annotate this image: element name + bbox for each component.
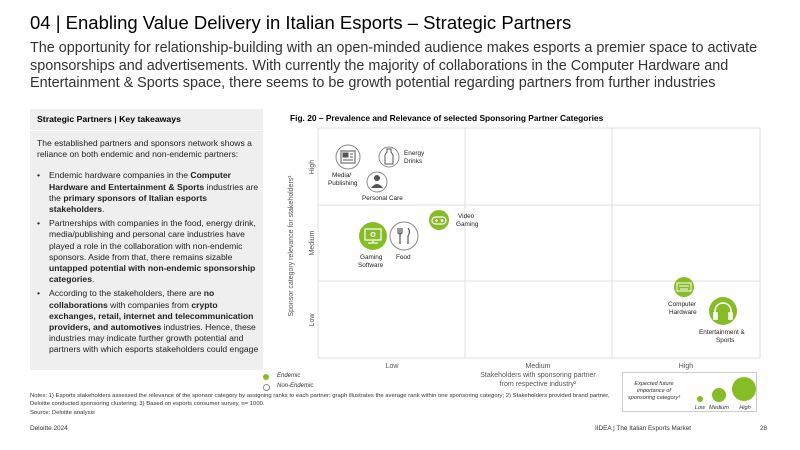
point-label: Hardware <box>669 309 697 316</box>
point-label: Energy <box>404 150 425 157</box>
point-label: Gaming <box>456 221 479 228</box>
point-label: Personal Care <box>362 195 403 202</box>
point-label: Entertainment & <box>699 329 746 336</box>
point-label: Gaming <box>360 254 383 261</box>
source-text: Source: Deloitte analysis <box>30 409 95 416</box>
keyboard-icon <box>676 282 692 292</box>
size-high-label: High <box>739 405 751 411</box>
bottle-icon <box>384 148 394 165</box>
point-energy-drinks: Energy Drinks <box>378 146 425 168</box>
point-label: Drinks <box>404 158 422 165</box>
takeaways-intro: The established partners and sponsors ne… <box>37 138 252 160</box>
takeaway-item: Partnerships with companies in the food,… <box>37 218 259 285</box>
x-tick-label: High <box>679 363 694 370</box>
point-entertainment-sports: Entertainment & Sports <box>699 297 746 344</box>
point-gaming-software: Gaming Software <box>358 222 387 269</box>
size-low-marker <box>697 396 703 402</box>
takeaways-panel: Strategic Partners | Key takeaways The e… <box>30 109 263 370</box>
takeaway-item: According to the stakeholders, there are… <box>37 288 259 355</box>
takeaways-list: Endemic hardware companies in the Comput… <box>37 170 259 355</box>
cutlery-icon <box>397 227 411 244</box>
size-low-label: Low <box>695 405 706 411</box>
notes: Notes: 1) Esports stakeholders assessed … <box>30 392 620 417</box>
sponsor-matrix-chart: Sponsor category relevance for stakehold… <box>288 127 761 388</box>
point-label: Food <box>396 254 411 261</box>
y-tick-label: Medium <box>309 230 316 255</box>
newspaper-icon <box>340 150 356 164</box>
controller-icon <box>431 216 447 225</box>
y-axis-title: Sponsor category relevance for stakehold… <box>288 175 295 317</box>
footer-brand: Deloitte 2024 <box>30 425 68 432</box>
point-label: Sports <box>716 337 734 344</box>
takeaway-item: Endemic hardware companies in the Comput… <box>37 170 259 215</box>
figure-title: Fig. 20 – Prevalence and Relevance of se… <box>290 113 604 123</box>
point-food: Food <box>389 221 419 261</box>
legend-title: importance of <box>637 388 672 394</box>
point-label: Video <box>458 213 475 220</box>
point-label: Software <box>358 262 384 269</box>
person-icon <box>371 175 383 188</box>
x-tick-label: Medium <box>526 363 551 370</box>
y-tick-label: High <box>309 160 316 175</box>
takeaways-header: Strategic Partners | Key takeaways <box>30 109 263 131</box>
point-label: Media/ <box>332 172 351 179</box>
x-tick-label: Low <box>386 363 400 370</box>
size-high-marker <box>732 377 756 401</box>
takeaways-body: The established partners and sponsors ne… <box>37 138 259 359</box>
x-axis-title: from respective industry² <box>500 381 577 388</box>
footer-publication: IIDEA | The Italian Esports Market <box>595 425 692 432</box>
monitor-icon <box>364 228 382 244</box>
page-title: 04 | Enabling Value Delivery in Italian … <box>30 12 572 33</box>
point-video-gaming: Video Gaming <box>429 210 479 230</box>
point-computer-hardware: Computer Hardware <box>668 277 697 316</box>
takeaways-heading: Strategic Partners | Key takeaways <box>37 114 181 124</box>
point-label: Computer <box>668 301 697 308</box>
y-tick-label: Low <box>309 313 316 327</box>
legend-title: Expected future <box>634 381 673 387</box>
importance-size-legend: Expected future importance of sponsoring… <box>622 372 757 412</box>
point-media-publishing: Media/ Publishing <box>328 144 361 187</box>
page-number: 28 <box>760 425 768 432</box>
point-personal-care: Personal Care <box>362 171 403 202</box>
x-axis-title: Stakeholders with sponsoring partner <box>480 372 596 379</box>
size-medium-label: Medium <box>709 405 729 411</box>
headphones-icon <box>713 302 733 320</box>
point-label: Publishing <box>328 180 358 187</box>
notes-text: Notes: 1) Esports stakeholders assessed … <box>30 393 610 408</box>
legend-title: sponsoring category³ <box>628 395 680 401</box>
size-medium-marker <box>712 388 726 402</box>
page-subtitle: The opportunity for relationship-buildin… <box>30 40 758 91</box>
